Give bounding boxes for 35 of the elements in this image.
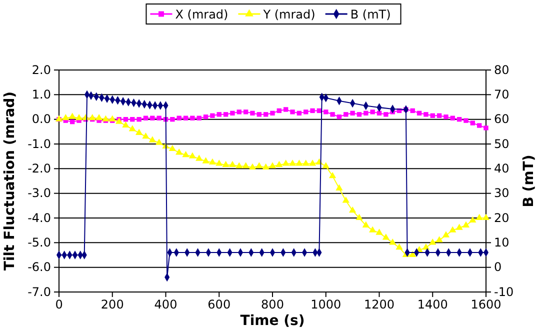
y2-tick-label: 60: [494, 112, 510, 126]
x-tick-label: 600: [208, 298, 231, 312]
x-tick-label: 400: [154, 298, 178, 312]
y-tick-label: -6.0: [28, 260, 51, 274]
y2-tick-label: 80: [494, 62, 510, 77]
y-tick-label: -2.0: [28, 162, 51, 176]
y2-tick-label: 70: [494, 88, 510, 102]
y-tick-label: 1.0: [32, 88, 51, 102]
y2-tick-label: 10: [494, 236, 510, 250]
y-tick-label: -5.0: [28, 236, 51, 250]
y-tick-label: -1.0: [28, 136, 51, 151]
x-tick-label: 1400: [417, 298, 448, 312]
y-tick-label: -3.0: [28, 186, 51, 200]
y-tick-label: 2.0: [32, 62, 51, 77]
y-axis-title: Tilt Fluctuation (mrad): [2, 91, 18, 271]
y2-tick-label: -10: [494, 284, 514, 299]
y2-tick-label: 40: [494, 162, 510, 176]
y-tick-label: 0.0: [32, 112, 51, 126]
y2-tick-label: 0: [494, 260, 502, 274]
y-tick-label: -4.0: [28, 210, 51, 225]
y2-tick-label: 20: [494, 210, 510, 225]
x-tick-label: 1600: [470, 298, 502, 312]
y2-axis-title: B (mT): [521, 154, 537, 208]
x-tick-label: 1000: [310, 298, 342, 312]
legend-label: Y (mrad): [262, 8, 316, 22]
legend-label: X (mrad): [175, 8, 228, 22]
y2-tick-label: 30: [494, 186, 510, 200]
x-axis-title: Time (s): [240, 313, 305, 329]
y2-tick-label: 50: [494, 136, 510, 151]
y-tick-label: -7.0: [28, 284, 51, 299]
x-tick-label: 0: [55, 298, 63, 312]
x-tick-label: 1200: [364, 298, 395, 312]
x-tick-label: 200: [100, 298, 124, 312]
x-tick-label: 800: [261, 298, 284, 312]
legend-label: B (mT): [350, 8, 391, 22]
